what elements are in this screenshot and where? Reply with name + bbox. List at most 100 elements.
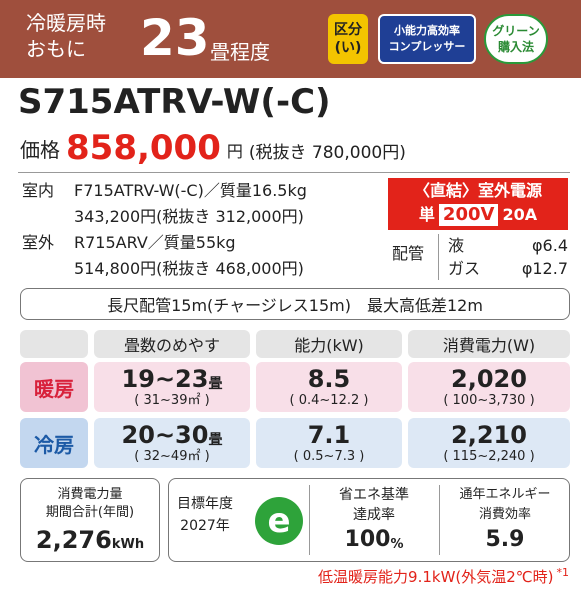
table-cell: 20~30 畳( 32~49㎡ ) <box>94 418 250 468</box>
header-line: 冷暖房時 <box>26 11 106 35</box>
energy-logo: e <box>255 497 303 545</box>
energy-unit: kWh <box>111 537 145 552</box>
cell-range: ( 32~49㎡ ) <box>134 449 210 464</box>
table-cell: 19~23 畳( 31~39㎡ ) <box>94 362 250 412</box>
energy-box: 目標年度 2027年 e 省エネ基準 達成率 100% 通年エネルギー 消費効率… <box>168 478 570 562</box>
spec-text: 514,800円(税抜き 468,000円) <box>74 259 304 278</box>
table-header: 能力(kW) <box>256 330 402 358</box>
table-cell: 7.1( 0.5~7.3 ) <box>256 418 402 468</box>
apf: 通年エネルギー 消費効率 5.9 <box>441 481 569 559</box>
cell-main: 8.5 <box>308 365 351 393</box>
spec-text: R715ARV／質量55kg <box>74 233 236 252</box>
badge-text: 区分 <box>334 22 362 38</box>
spec-row: 室内 F715ATRV-W(-C)／質量16.5kg <box>22 178 307 204</box>
piping-sizes: 液 φ6.4 ガス φ12.7 <box>448 234 568 280</box>
energy-label: 達成率 <box>353 507 395 523</box>
spec-label: 室内 <box>22 181 55 200</box>
badge-text: 小能力高効率 <box>394 24 460 37</box>
header-text: 能力(kW) <box>294 336 364 355</box>
apf-value: 5.9 <box>485 527 525 552</box>
cell-value: 2,210 <box>451 421 527 449</box>
price-label: 価格 <box>20 137 60 162</box>
tatami-unit: 畳程度 <box>210 40 270 64</box>
achievement-value: 100 <box>344 527 391 552</box>
energy-label: 省エネ基準 <box>339 487 409 503</box>
cell-value: 7.1 <box>307 421 351 449</box>
model-name: S715ATRV-W(-C) <box>18 82 331 122</box>
table-cell: 8.5( 0.4~12.2 ) <box>256 362 402 412</box>
spec-row: 343,200円(税抜き 312,000円) <box>22 204 307 230</box>
power-ampere: 20A <box>502 205 538 224</box>
box-divider <box>439 485 440 555</box>
header-text: 消費電力(W) <box>442 336 536 355</box>
tatami-number: 23 <box>140 9 210 67</box>
price-row: 価格 858,000 円 (税抜き 780,000円) <box>20 128 406 168</box>
cell-value: 19~23 <box>121 365 209 393</box>
cell-main: 19~23 畳 <box>122 365 223 393</box>
badge-text: グリーン <box>492 24 540 38</box>
badge-text: (い) <box>334 40 362 56</box>
cell-range: ( 0.5~7.3 ) <box>293 449 365 464</box>
piping-label: 配管 <box>392 244 425 263</box>
table-header: 消費電力(W) <box>408 330 570 358</box>
price-tax: (税抜き 780,000円) <box>248 143 406 163</box>
spec-label: 室外 <box>22 233 55 252</box>
cell-range: ( 115~2,240 ) <box>443 449 535 464</box>
footnote: 低温暖房能力9.1kW(外気温2℃時) *1 <box>318 566 569 587</box>
power-voltage: 200V <box>438 204 499 226</box>
unit-specs: 室内 F715ATRV-W(-C)／質量16.5kg 343,200円(税抜き 3… <box>22 178 307 282</box>
cell-value: 8.5 <box>307 365 351 393</box>
price-value: 858,000 <box>66 128 221 168</box>
table-cell: 2,020( 100~3,730 ) <box>408 362 570 412</box>
cell-main: 20~30 畳 <box>122 421 223 449</box>
piping-type: 液 <box>448 236 465 255</box>
badge: 小能力高効率 コンプレッサー <box>378 14 476 64</box>
cell-value: 20~30 <box>121 421 209 449</box>
table-corner <box>20 330 88 358</box>
piping-row: ガス φ12.7 <box>448 257 568 280</box>
header-line: おもに <box>26 37 86 61</box>
energy-label: 期間合計(年間) <box>45 505 135 520</box>
achievement-row: 100% <box>345 525 404 555</box>
spec-row: 514,800円(税抜き 468,000円) <box>22 256 307 282</box>
row-label-text: 冷房 <box>34 432 74 457</box>
header-text: 畳数のめやす <box>123 336 220 355</box>
spec-text: F715ATRV-W(-C)／質量16.5kg <box>74 181 307 200</box>
energy-label: 消費電力量 <box>57 487 123 502</box>
badge: 区分 (い) <box>328 14 368 64</box>
box-divider <box>309 485 310 555</box>
badge-text: コンプレッサー <box>388 40 466 53</box>
energy-box: 消費電力量 期間合計(年間) 2,276 kWh <box>20 478 160 562</box>
header-lead: 冷暖房時 おもに <box>26 10 106 62</box>
cell-unit: 畳 <box>208 432 223 448</box>
cell-value: 2,020 <box>451 365 527 393</box>
piping-size: φ12.7 <box>521 259 568 278</box>
power-title: 〈直結〉室外電源 <box>413 181 542 200</box>
piping-size: φ6.4 <box>532 236 568 255</box>
footnote-mark: *1 <box>556 566 570 579</box>
cell-range: ( 100~3,730 ) <box>443 393 535 408</box>
badge-text: 購入法 <box>497 40 534 54</box>
target-year: 目標年度 2027年 <box>177 493 233 537</box>
power-phase: 単 <box>418 205 435 224</box>
cell-range: ( 31~39㎡ ) <box>134 393 210 408</box>
energy-value-row: 2,276 kWh <box>36 526 144 554</box>
achievement: 省エネ基準 達成率 100% <box>311 481 437 559</box>
piping-row: 液 φ6.4 <box>448 234 568 257</box>
row-label: 冷房 <box>20 418 88 468</box>
energy-label: 通年エネルギー <box>459 487 551 502</box>
table-cell: 2,210( 115~2,240 ) <box>408 418 570 468</box>
pipe-length: 長尺配管15m(チャージレス15m) 最大高低差12m <box>107 296 483 315</box>
piping-type: ガス <box>448 259 481 278</box>
energy-value: 2,276 <box>35 526 112 554</box>
cell-main: 2,020 <box>451 365 527 393</box>
table-header: 畳数のめやす <box>94 330 250 358</box>
cell-main: 7.1 <box>308 421 351 449</box>
achievement-unit: % <box>390 537 404 552</box>
spec-text: 343,200円(税抜き 312,000円) <box>74 207 304 226</box>
cell-unit: 畳 <box>208 376 223 392</box>
energy-label: 消費効率 <box>478 507 531 522</box>
pipe-length-box: 長尺配管15m(チャージレス15m) 最大高低差12m <box>20 288 570 320</box>
price-unit: 円 <box>226 142 243 161</box>
